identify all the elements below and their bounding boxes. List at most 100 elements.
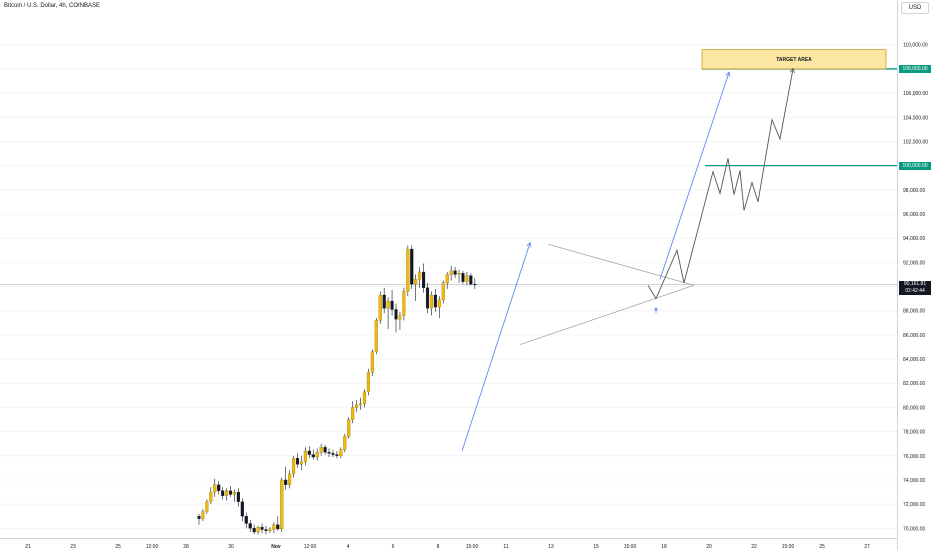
candle (240, 498, 244, 522)
time-tick-label: 12:00 (146, 544, 159, 550)
candle-body (213, 484, 217, 493)
candle-body (295, 458, 300, 465)
time-axis-scale: 21 23 25 12:00 28 30 Nov 12:00 4 6 8 15:00 11 13 15 15:… (25, 544, 870, 550)
candle (461, 270, 465, 285)
candle-body (339, 449, 343, 456)
price-tick-label: 102,000.00 (903, 139, 928, 145)
time-tick-label: 28 (183, 544, 189, 550)
candle-body (382, 294, 386, 309)
candle-body (268, 528, 272, 531)
candle (260, 523, 264, 534)
candle-body (394, 309, 398, 320)
candle (201, 508, 205, 522)
time-tick-label: 15:00 (466, 544, 479, 550)
candle-body (429, 294, 434, 309)
candle (213, 478, 217, 497)
candle-body (402, 291, 406, 316)
candle-body (217, 484, 221, 491)
price-tick-label: 78,000.00 (903, 430, 925, 436)
candle (217, 481, 221, 495)
candle-body (311, 454, 315, 458)
candle-body (331, 453, 335, 455)
candle-body (240, 501, 244, 517)
price-tick-label: 92,000.00 (903, 260, 925, 266)
time-tick-label: 21 (25, 544, 31, 550)
candle-body (449, 270, 453, 275)
candle-body (473, 283, 477, 286)
candle-body (425, 287, 430, 309)
currency-button[interactable]: USD (901, 2, 929, 14)
candle-body (347, 419, 351, 437)
candle (386, 297, 390, 329)
candle-body (272, 524, 276, 530)
time-tick-label: 6 (392, 544, 395, 550)
candle-body (461, 273, 465, 282)
last-price-value: 90,161.81 (903, 280, 927, 287)
candle (382, 287, 386, 314)
price-tick-label: 80,000.00 (903, 405, 925, 411)
candles (197, 245, 477, 535)
measured-move-arrow-1 (461, 243, 530, 452)
candle-body (323, 447, 327, 453)
candle-body (465, 275, 469, 282)
candle-body (370, 351, 374, 373)
candle (327, 448, 331, 457)
price-tick-label: 106,000.00 (903, 91, 928, 97)
candle-body (386, 300, 390, 309)
candle (311, 449, 315, 460)
candle (236, 488, 240, 507)
candle-body (418, 271, 422, 280)
candle (280, 477, 284, 532)
candle-body (358, 403, 363, 406)
time-tick-label: 15:00 (782, 544, 795, 550)
time-tick-label: 15:00 (624, 544, 637, 550)
candle (469, 273, 473, 286)
time-tick-label: Nov (271, 544, 281, 550)
price-tick-label: 76,000.00 (903, 454, 925, 460)
candle-body (256, 526, 260, 533)
candle (425, 282, 430, 314)
price-tick-label: 104,000.00 (903, 115, 928, 121)
candle-body (307, 450, 311, 455)
time-tick-label: 11 (503, 544, 508, 550)
candle (209, 487, 213, 505)
candle-body (205, 501, 209, 512)
candle-body (441, 282, 445, 300)
candle-body (197, 516, 201, 519)
candle-body (355, 404, 359, 408)
candle-body (437, 299, 441, 308)
candle (414, 274, 418, 302)
price-axis[interactable]: USD 110,000.00 108,000.00 106,000.00 104,00… (897, 0, 932, 550)
candle (433, 288, 437, 312)
time-axis[interactable]: 21 23 25 12:00 28 30 Nov 12:00 4 6 8 15:00 11 13 15 15:… (0, 538, 897, 551)
candle (299, 455, 303, 471)
symbol-title: Bitcoin / U.S. Dollar, 4h, COINBASE (4, 3, 101, 9)
candle (422, 263, 426, 293)
candle (284, 466, 288, 490)
candle (315, 448, 319, 461)
price-tick-label: 84,000.00 (903, 357, 925, 363)
price-tick-label: 110,000.00 (903, 43, 928, 49)
candle-body (374, 320, 378, 352)
price-tick-label: 88,000.00 (903, 309, 925, 315)
candle-body (299, 461, 303, 465)
candle-body (410, 248, 414, 285)
candle (390, 290, 394, 316)
candle (221, 487, 225, 500)
candle (268, 527, 272, 534)
time-tick-label: 15 (593, 544, 599, 550)
candle (347, 417, 351, 439)
chart-canvas[interactable]: TARGET AREA (0, 0, 897, 538)
candle-body (303, 450, 307, 462)
candle (205, 499, 209, 514)
candle (457, 269, 461, 283)
candle-body (315, 452, 319, 458)
time-tick-label: 25 (819, 544, 825, 550)
candle-body (260, 526, 264, 530)
price-tick-label: 74,000.00 (903, 478, 925, 484)
candle (197, 513, 201, 525)
time-tick-label: 4 (347, 544, 350, 550)
candle (418, 267, 422, 288)
chart-pane[interactable]: TARGET AREA Bitcoin / U.S. Dollar, 4h, C… (0, 0, 897, 538)
candle (331, 449, 335, 457)
